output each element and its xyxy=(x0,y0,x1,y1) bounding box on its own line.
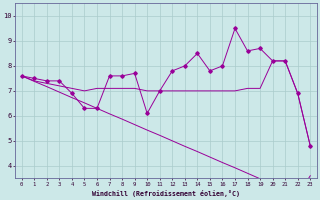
X-axis label: Windchill (Refroidissement éolien,°C): Windchill (Refroidissement éolien,°C) xyxy=(92,190,240,197)
